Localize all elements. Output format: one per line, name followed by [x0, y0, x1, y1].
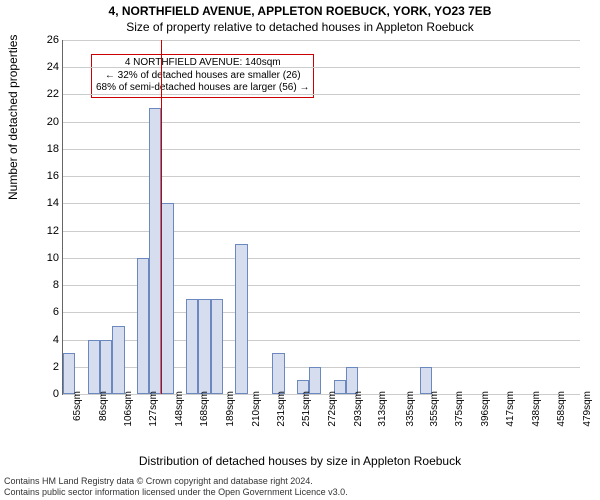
chart-container: 4, NORTHFIELD AVENUE, APPLETON ROEBUCK, …	[0, 0, 600, 500]
histogram-bar	[137, 258, 149, 394]
plot-area: 4 NORTHFIELD AVENUE: 140sqm ← 32% of det…	[62, 40, 580, 395]
y-tick: 22	[35, 88, 59, 100]
y-tick: 12	[35, 225, 59, 237]
histogram-bar	[112, 326, 124, 394]
x-tick: 148sqm	[174, 391, 185, 427]
histogram-bar	[309, 367, 321, 394]
y-tick: 26	[35, 34, 59, 46]
histogram-bar	[198, 299, 210, 394]
x-tick: 293sqm	[353, 391, 364, 427]
property-marker-line	[161, 40, 162, 394]
x-tick: 251sqm	[301, 391, 312, 427]
annotation-line2: ← 32% of detached houses are smaller (26…	[96, 70, 309, 83]
x-tick: 231sqm	[276, 391, 287, 427]
x-axis-label: Distribution of detached houses by size …	[0, 454, 600, 468]
x-tick: 375sqm	[454, 391, 465, 427]
title-description: Size of property relative to detached ho…	[0, 20, 600, 34]
footer-line2: Contains public sector information licen…	[4, 487, 596, 498]
x-tick: 106sqm	[123, 391, 134, 427]
y-tick: 10	[35, 252, 59, 264]
gridline	[63, 67, 580, 68]
gridline	[63, 231, 580, 232]
annotation-box: 4 NORTHFIELD AVENUE: 140sqm ← 32% of det…	[91, 54, 314, 98]
histogram-bar	[420, 367, 432, 394]
y-tick: 4	[35, 334, 59, 346]
histogram-bar	[100, 340, 112, 394]
x-tick: 86sqm	[98, 391, 109, 421]
y-tick: 8	[35, 279, 59, 291]
histogram-bar	[211, 299, 223, 394]
footer-attribution: Contains HM Land Registry data © Crown c…	[4, 476, 596, 498]
histogram-bar	[186, 299, 198, 394]
histogram-bar	[235, 244, 247, 394]
title-address: 4, NORTHFIELD AVENUE, APPLETON ROEBUCK, …	[0, 4, 600, 18]
histogram-bar	[88, 340, 100, 394]
y-tick: 16	[35, 170, 59, 182]
x-tick: 313sqm	[377, 391, 388, 427]
y-tick: 20	[35, 116, 59, 128]
gridline	[63, 149, 580, 150]
y-tick: 24	[35, 61, 59, 73]
y-tick: 18	[35, 143, 59, 155]
histogram-bar	[272, 353, 284, 394]
histogram-bar	[161, 203, 173, 394]
x-tick: 396sqm	[480, 391, 491, 427]
x-tick: 355sqm	[429, 391, 440, 427]
x-tick: 417sqm	[505, 391, 516, 427]
histogram-bar	[346, 367, 358, 394]
x-tick: 335sqm	[405, 391, 416, 427]
footer-line1: Contains HM Land Registry data © Crown c…	[4, 476, 596, 487]
x-tick: 189sqm	[225, 391, 236, 427]
histogram-bar	[149, 108, 161, 394]
x-tick: 168sqm	[199, 391, 210, 427]
x-tick: 479sqm	[582, 391, 593, 427]
y-tick: 0	[35, 388, 59, 400]
gridline	[63, 94, 580, 95]
x-tick: 127sqm	[148, 391, 159, 427]
annotation-line3: 68% of semi-detached houses are larger (…	[96, 82, 309, 95]
gridline	[63, 176, 580, 177]
x-tick: 272sqm	[327, 391, 338, 427]
y-tick: 2	[35, 361, 59, 373]
y-axis-label: Number of detached properties	[6, 35, 20, 200]
histogram-bar	[63, 353, 75, 394]
x-tick: 458sqm	[556, 391, 567, 427]
gridline	[63, 203, 580, 204]
gridline	[63, 394, 580, 395]
gridline	[63, 122, 580, 123]
y-tick: 6	[35, 306, 59, 318]
x-tick: 438sqm	[531, 391, 542, 427]
y-tick: 14	[35, 197, 59, 209]
x-tick: 65sqm	[72, 391, 83, 421]
x-tick: 210sqm	[251, 391, 262, 427]
gridline	[63, 40, 580, 41]
